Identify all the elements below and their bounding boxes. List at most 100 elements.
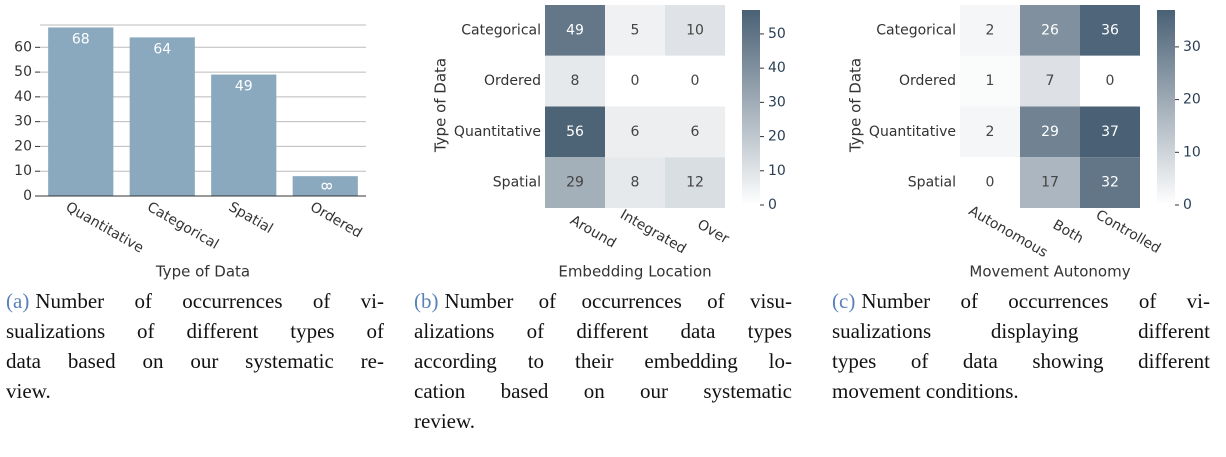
- x-axis-label: Type of Data: [155, 263, 250, 281]
- cell-label: 10: [686, 22, 704, 38]
- caption-text: movement conditions.: [832, 379, 1019, 403]
- caption-text: Number of occurrences of vi-: [35, 289, 384, 313]
- heatmap-cell: [605, 106, 665, 158]
- caption-text: sualizations of different types of: [6, 319, 384, 343]
- cell-label: 6: [631, 124, 640, 140]
- cell-label: 7: [1046, 73, 1055, 89]
- caption: (c) Number of occurrences of vi-sualizati…: [832, 286, 1210, 406]
- caption-text: Number of occurrences of visu-: [444, 289, 793, 313]
- heatmap-cell: [1080, 55, 1140, 107]
- heatmap-cell: [605, 5, 665, 56]
- y-tick-label: 10: [14, 163, 32, 179]
- caption-label: (b): [414, 289, 439, 313]
- value-label: 49: [235, 79, 253, 95]
- colorbar-tick-label: 10: [768, 163, 786, 179]
- colorbar-tick-label: 10: [1183, 144, 1201, 160]
- colorbar-tick-label: 40: [768, 60, 786, 76]
- x-tick-label: Both: [1050, 217, 1086, 247]
- caption-line: (c) Number of occurrences of vi-: [832, 286, 1210, 316]
- heatmap-cell: [665, 106, 725, 158]
- caption-line: sualizations of different types of: [6, 316, 384, 346]
- cell-label: 29: [1041, 124, 1059, 140]
- y-tick-label: Categorical: [461, 22, 541, 38]
- heatmap-cell: [545, 106, 605, 158]
- heatmap-cell: [960, 5, 1020, 56]
- caption: (a) Number of occurrences of vi-sualizati…: [6, 286, 384, 406]
- colorbar-tick-label: 0: [768, 197, 777, 213]
- cell-label: 12: [686, 175, 704, 191]
- cell-label: 56: [566, 124, 584, 140]
- y-tick-label: 40: [14, 89, 32, 105]
- bar: [292, 176, 358, 196]
- x-tick-label: Categorical: [144, 199, 221, 253]
- y-tick-label: Spatial: [908, 175, 956, 191]
- cell-label: 2: [986, 124, 995, 140]
- heatmap-cell: [605, 157, 665, 208]
- caption-text: alizations of different data types: [414, 319, 792, 343]
- caption-line: alizations of different data types: [414, 316, 792, 346]
- x-tick-label: Autonomous: [966, 203, 1050, 261]
- x-tick-label: Ordered: [307, 199, 364, 241]
- heatmap-cell: [1020, 55, 1080, 107]
- caption-label: (a): [6, 289, 30, 313]
- cell-label: 0: [986, 175, 995, 191]
- cell-label: 36: [1101, 22, 1119, 38]
- value-label: 64: [153, 41, 171, 57]
- colorbar: [742, 10, 760, 205]
- y-tick-label: 20: [14, 138, 32, 154]
- cell-label: 0: [691, 73, 700, 89]
- caption-line: (b) Number of occurrences of visu-: [414, 286, 792, 316]
- heatmap-cell: [545, 157, 605, 208]
- cell-label: 8: [571, 73, 580, 89]
- heatmap-cell: [1020, 157, 1080, 208]
- colorbar-tick-label: 30: [1183, 39, 1201, 55]
- caption-line: cation based on our systematic: [414, 376, 792, 406]
- x-tick-label: Integrated: [617, 207, 689, 258]
- heatmap-cell: [605, 55, 665, 107]
- cell-label: 8: [631, 175, 640, 191]
- y-tick-label: 50: [14, 64, 32, 80]
- heatmap-cell: [960, 106, 1020, 158]
- heatmap-cell: [960, 55, 1020, 107]
- colorbar-tick-label: 30: [768, 94, 786, 110]
- caption-line: data based on our systematic re-: [6, 346, 384, 376]
- cell-label: 32: [1101, 175, 1119, 191]
- caption-text: view.: [6, 379, 51, 403]
- y-axis-label: Type of Data: [432, 58, 450, 153]
- heatmap-cell: [665, 5, 725, 56]
- caption-line: review.: [414, 406, 792, 436]
- caption-text: types of data showing different: [832, 349, 1210, 373]
- y-tick-label: 30: [14, 114, 32, 130]
- caption-text: according to their embedding lo-: [414, 349, 792, 373]
- colorbar-tick-label: 50: [768, 26, 786, 42]
- y-tick-label: 0: [23, 188, 32, 204]
- y-tick-label: 60: [14, 39, 32, 55]
- cell-label: 0: [1106, 73, 1115, 89]
- cell-label: 37: [1101, 124, 1119, 140]
- caption-text: sualizations displaying different: [832, 319, 1210, 343]
- cell-label: 2: [986, 22, 995, 38]
- colorbar: [1157, 10, 1175, 205]
- heatmap-cell: [545, 55, 605, 107]
- x-tick-label: Controlled: [1093, 207, 1163, 257]
- y-tick-label: Ordered: [484, 73, 541, 89]
- x-tick-label: Over: [694, 217, 731, 248]
- cell-label: 29: [566, 175, 584, 191]
- heatmap-cell: [1080, 5, 1140, 56]
- cell-label: 17: [1041, 175, 1059, 191]
- colorbar-tick-label: 20: [1183, 92, 1201, 108]
- cell-label: 26: [1041, 22, 1059, 38]
- cell-label: 0: [631, 73, 640, 89]
- caption-line: view.: [6, 376, 384, 406]
- caption-text: Number of occurrences of vi-: [861, 289, 1210, 313]
- heatmap-cell: [960, 157, 1020, 208]
- heatmap-cell: [1020, 106, 1080, 158]
- value-label: 8: [317, 182, 333, 191]
- heatmap-cell: [665, 55, 725, 107]
- heatmap-cell: [1080, 106, 1140, 158]
- caption-label: (c): [832, 289, 856, 313]
- y-tick-label: Categorical: [876, 22, 956, 38]
- colorbar-tick-label: 0: [1183, 197, 1192, 213]
